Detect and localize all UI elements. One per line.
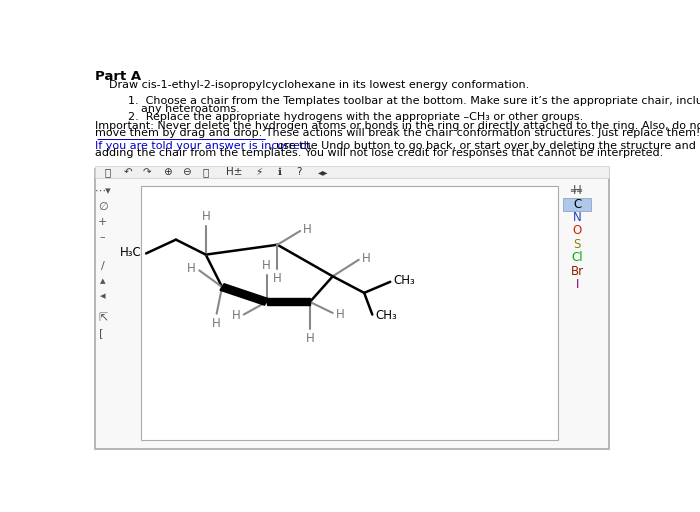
Text: any heteroatoms.: any heteroatoms. (141, 103, 239, 114)
Text: ↶: ↶ (124, 167, 132, 177)
Text: ⚡: ⚡ (255, 167, 262, 177)
Text: ⇱: ⇱ (98, 313, 107, 324)
Text: adding the chair from the templates. You will not lose credit for responses that: adding the chair from the templates. You… (95, 148, 664, 158)
Text: ◂▸: ◂▸ (318, 167, 329, 177)
Text: ⎕: ⎕ (105, 167, 111, 177)
Text: N: N (573, 211, 582, 224)
Text: CH₃: CH₃ (375, 309, 397, 322)
Text: Br: Br (570, 265, 584, 278)
Text: H: H (362, 252, 371, 265)
Text: H: H (188, 262, 196, 275)
Text: If you are told your answer is incorrect: If you are told your answer is incorrect (95, 141, 311, 151)
Text: ⊖: ⊖ (183, 167, 191, 177)
Text: +: + (98, 217, 107, 227)
FancyBboxPatch shape (141, 186, 559, 440)
Text: O: O (573, 224, 582, 238)
Text: CH₃: CH₃ (393, 274, 414, 287)
Text: I: I (575, 278, 579, 291)
Polygon shape (267, 298, 310, 306)
Text: Ⓧ: Ⓧ (202, 167, 209, 177)
Text: ≡≡: ≡≡ (568, 186, 582, 195)
Text: ◂: ◂ (100, 291, 106, 302)
FancyBboxPatch shape (564, 198, 592, 211)
Text: Cl: Cl (572, 251, 583, 264)
Text: H₃C: H₃C (120, 246, 141, 259)
Text: C: C (573, 198, 582, 210)
Text: H: H (202, 210, 210, 223)
Text: , use the Undo button to go back, or start over by deleting the structure and re: , use the Undo button to go back, or sta… (269, 141, 700, 151)
Text: /: / (101, 262, 104, 271)
Text: [: [ (99, 329, 106, 338)
Text: ℹ: ℹ (278, 167, 282, 177)
Text: Part A: Part A (95, 70, 141, 83)
Text: H: H (335, 308, 344, 321)
Text: ⋯▾: ⋯▾ (94, 186, 111, 196)
Text: H: H (305, 332, 314, 345)
Polygon shape (220, 284, 269, 305)
Text: ▴: ▴ (100, 276, 106, 286)
Text: H: H (573, 184, 582, 197)
Text: S: S (574, 238, 581, 251)
Text: 1.  Choose a chair from the Templates toolbar at the bottom. Make sure it’s the : 1. Choose a chair from the Templates too… (128, 96, 700, 106)
Text: ⊕: ⊕ (163, 167, 172, 177)
Text: ∅: ∅ (98, 202, 108, 212)
Text: H: H (212, 317, 221, 330)
Text: H: H (262, 260, 271, 272)
Text: 2.  Replace the appropriate hydrogens with the appropriate –CH₃ or other groups.: 2. Replace the appropriate hydrogens wit… (128, 112, 583, 121)
Text: move them by drag and drop. These actions will break the chair conformation stru: move them by drag and drop. These action… (95, 127, 700, 138)
Text: ?: ? (296, 167, 302, 177)
Text: H±: H± (226, 167, 242, 177)
FancyBboxPatch shape (95, 168, 610, 449)
Text: ↷: ↷ (143, 167, 152, 177)
Text: H: H (303, 223, 312, 236)
FancyBboxPatch shape (95, 166, 610, 178)
Text: H: H (232, 309, 241, 322)
Text: H: H (273, 272, 281, 285)
Text: –: – (100, 232, 106, 242)
Text: Important: Never delete the hydrogen atoms or bonds in the ring or directly atta: Important: Never delete the hydrogen ato… (95, 121, 700, 131)
Text: Draw cis-1-ethyl-2-isopropylcyclohexane in its lowest energy conformation.: Draw cis-1-ethyl-2-isopropylcyclohexane … (109, 80, 529, 90)
